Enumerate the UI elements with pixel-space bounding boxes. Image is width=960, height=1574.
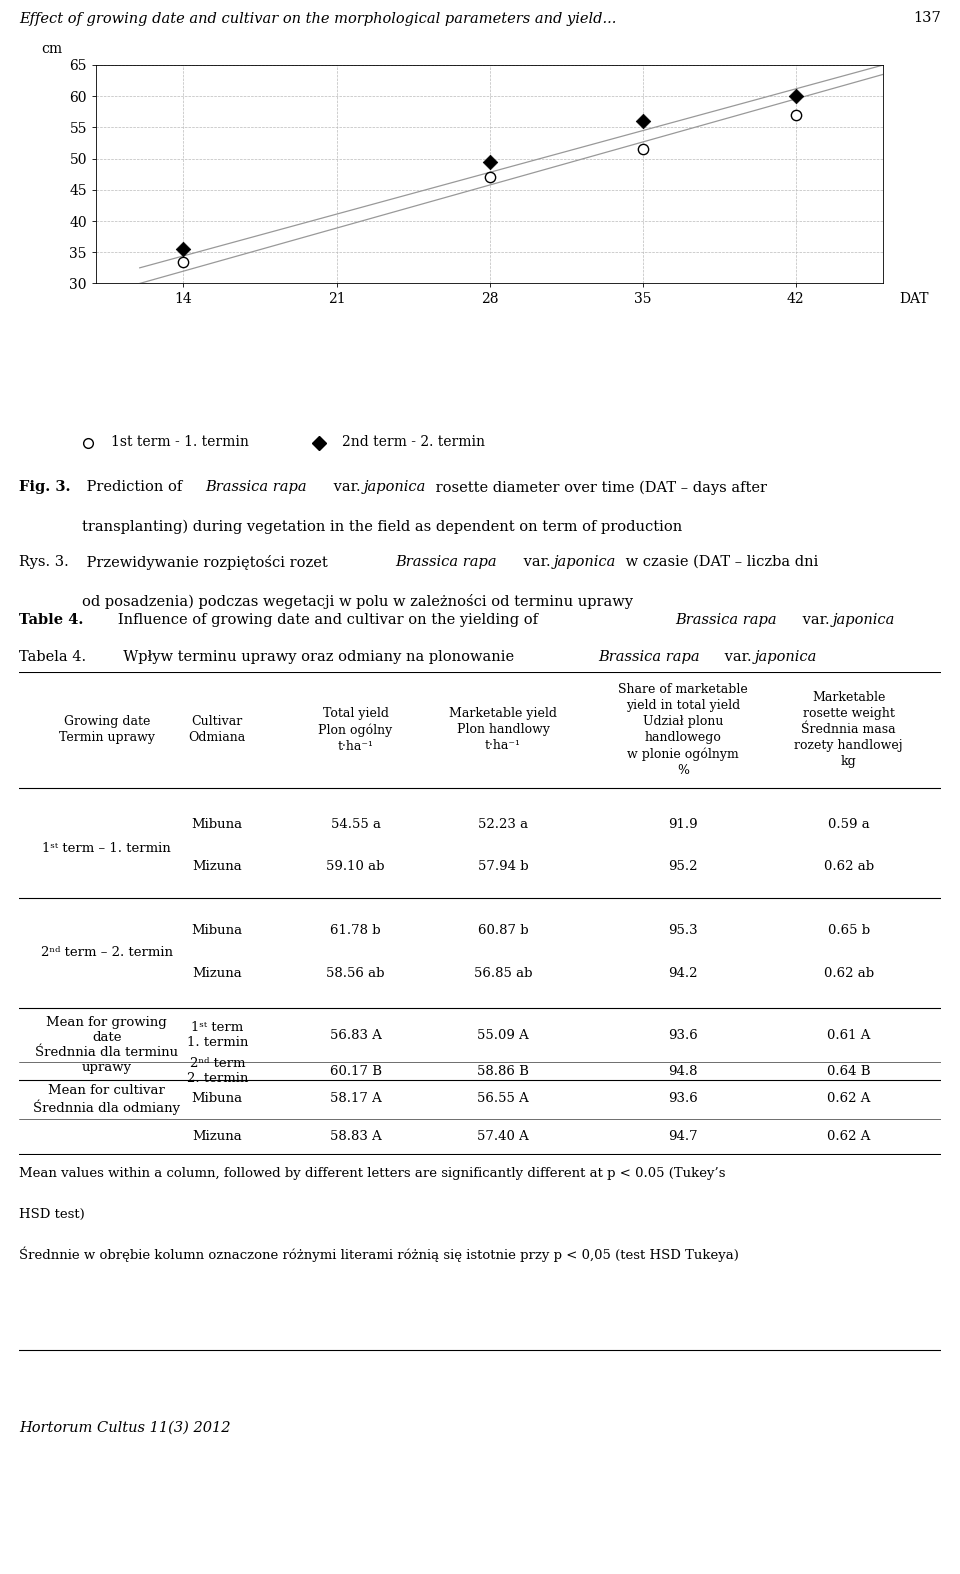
Text: japonica: japonica	[554, 554, 616, 568]
Point	[635, 109, 650, 134]
Text: 94.2: 94.2	[668, 968, 698, 981]
Text: 56.85 ab: 56.85 ab	[474, 968, 532, 981]
Text: 61.78 b: 61.78 b	[330, 924, 381, 938]
Text: 58.17 A: 58.17 A	[329, 1091, 381, 1105]
Text: Cultivar
Odmiana: Cultivar Odmiana	[189, 716, 246, 745]
Text: 58.83 A: 58.83 A	[329, 1130, 381, 1143]
Text: japonica: japonica	[833, 612, 896, 626]
Text: 1st term - 1. termin: 1st term - 1. termin	[111, 436, 250, 450]
Text: 93.6: 93.6	[668, 1029, 698, 1042]
Text: 0.62 A: 0.62 A	[827, 1091, 871, 1105]
Text: 1ˢᵗ term – 1. termin: 1ˢᵗ term – 1. termin	[42, 842, 171, 855]
Text: Brassica rapa: Brassica rapa	[676, 612, 777, 626]
Text: cm: cm	[41, 42, 62, 57]
Text: var.: var.	[518, 554, 555, 568]
Text: 55.09 A: 55.09 A	[477, 1029, 529, 1042]
Text: HSD test): HSD test)	[19, 1207, 84, 1221]
Text: var.: var.	[720, 650, 756, 664]
Text: Rys. 3.: Rys. 3.	[19, 554, 69, 568]
Point	[635, 137, 650, 162]
Text: Mean values within a column, followed by different letters are significantly dif: Mean values within a column, followed by…	[19, 1168, 726, 1180]
Text: 95.2: 95.2	[668, 859, 698, 872]
Text: od posadzenia) podczas wegetacji w polu w zależności od terminu uprawy: od posadzenia) podczas wegetacji w polu …	[82, 593, 633, 609]
Text: w czasie (DAT – liczba dni: w czasie (DAT – liczba dni	[621, 554, 818, 568]
Text: Przewidywanie rozpiętości rozet: Przewidywanie rozpiętości rozet	[82, 554, 332, 570]
Text: Mibuna: Mibuna	[192, 1091, 243, 1105]
Text: Mizuna: Mizuna	[192, 859, 242, 872]
Text: 56.55 A: 56.55 A	[477, 1091, 529, 1105]
Text: 56.83 A: 56.83 A	[329, 1029, 381, 1042]
Text: var.: var.	[329, 480, 365, 494]
Text: 2ⁿᵈ term
2. termin: 2ⁿᵈ term 2. termin	[186, 1058, 248, 1086]
Text: Share of marketable
yield in total yield
Udział plonu
handlowego
w plonie ogólny: Share of marketable yield in total yield…	[618, 683, 748, 778]
Text: Effect of growing date and cultivar on the morphological parameters and yield...: Effect of growing date and cultivar on t…	[19, 11, 616, 25]
Text: Influence of growing date and cultivar on the yielding of: Influence of growing date and cultivar o…	[104, 612, 542, 626]
Text: rosette diameter over time (DAT – days after: rosette diameter over time (DAT – days a…	[431, 480, 767, 494]
Text: transplanting) during vegetation in the field as dependent on term of production: transplanting) during vegetation in the …	[82, 519, 683, 534]
Text: Wpływ terminu uprawy oraz odmiany na plonowanie: Wpływ terminu uprawy oraz odmiany na plo…	[114, 650, 518, 664]
Text: 0.62 A: 0.62 A	[827, 1130, 871, 1143]
Text: 2nd term - 2. termin: 2nd term - 2. termin	[342, 436, 485, 450]
Text: 91.9: 91.9	[668, 817, 698, 831]
Text: Brassica rapa: Brassica rapa	[598, 650, 700, 664]
Text: 52.23 a: 52.23 a	[478, 817, 528, 831]
Text: Mean for growing
date
Średnnia dla terminu
uprawy: Mean for growing date Średnnia dla termi…	[36, 1015, 179, 1073]
Text: 2ⁿᵈ term – 2. termin: 2ⁿᵈ term – 2. termin	[40, 946, 173, 959]
Text: 0.61 A: 0.61 A	[827, 1029, 871, 1042]
Text: Table 4.: Table 4.	[19, 612, 84, 626]
Text: japonica: japonica	[755, 650, 817, 664]
Point	[482, 150, 497, 175]
Text: Brassica rapa: Brassica rapa	[396, 554, 497, 568]
Text: var.: var.	[798, 612, 834, 626]
Text: Brassica rapa: Brassica rapa	[205, 480, 307, 494]
Text: 0.65 b: 0.65 b	[828, 924, 870, 938]
Text: 137: 137	[913, 11, 941, 25]
Text: Fig. 3.: Fig. 3.	[19, 480, 71, 494]
Text: Prediction of: Prediction of	[82, 480, 187, 494]
Text: Hortorum Cultus 11(3) 2012: Hortorum Cultus 11(3) 2012	[19, 1421, 230, 1434]
Text: Mizuna: Mizuna	[192, 968, 242, 981]
Text: Mean for cultivar
Średnnia dla odmiany: Mean for cultivar Średnnia dla odmiany	[34, 1084, 180, 1114]
Point	[482, 165, 497, 190]
Text: 0.59 a: 0.59 a	[828, 817, 870, 831]
Text: Marketable yield
Plon handlowy
t·ha⁻¹: Marketable yield Plon handlowy t·ha⁻¹	[449, 707, 557, 752]
Text: 94.7: 94.7	[668, 1130, 698, 1143]
Text: 58.86 B: 58.86 B	[477, 1066, 529, 1078]
Point	[176, 236, 191, 261]
Text: 59.10 ab: 59.10 ab	[326, 859, 385, 872]
Text: Growing date
Termin uprawy: Growing date Termin uprawy	[59, 716, 155, 745]
Text: Mizuna: Mizuna	[192, 1130, 242, 1143]
Text: 58.56 ab: 58.56 ab	[326, 968, 385, 981]
Point	[788, 83, 804, 109]
Text: Marketable
rosette weight
Średnnia masa
rozety handlowej
kg: Marketable rosette weight Średnnia masa …	[794, 691, 903, 768]
Text: 0.62 ab: 0.62 ab	[824, 968, 874, 981]
Text: Średnnie w obrębie kolumn oznaczone różnymi literami różnią się istotnie przy p : Średnnie w obrębie kolumn oznaczone różn…	[19, 1247, 739, 1262]
Text: 57.40 A: 57.40 A	[477, 1130, 529, 1143]
Point	[788, 102, 804, 127]
Point	[176, 249, 191, 274]
Text: 57.94 b: 57.94 b	[478, 859, 528, 872]
Text: 60.17 B: 60.17 B	[329, 1066, 381, 1078]
Text: DAT: DAT	[899, 291, 928, 305]
Text: Mibuna: Mibuna	[192, 924, 243, 938]
Text: 0.62 ab: 0.62 ab	[824, 859, 874, 872]
Text: 54.55 a: 54.55 a	[330, 817, 380, 831]
Text: Mibuna: Mibuna	[192, 817, 243, 831]
Text: Total yield
Plon ogólny
t·ha⁻¹: Total yield Plon ogólny t·ha⁻¹	[319, 707, 393, 752]
Text: 94.8: 94.8	[668, 1066, 698, 1078]
Text: japonica: japonica	[364, 480, 426, 494]
Text: 60.87 b: 60.87 b	[478, 924, 528, 938]
Text: 1ˢᵗ term
1. termin: 1ˢᵗ term 1. termin	[186, 1022, 248, 1050]
Text: Tabela 4.: Tabela 4.	[19, 650, 86, 664]
Text: 0.64 B: 0.64 B	[827, 1066, 871, 1078]
Text: 95.3: 95.3	[668, 924, 698, 938]
Text: 93.6: 93.6	[668, 1091, 698, 1105]
